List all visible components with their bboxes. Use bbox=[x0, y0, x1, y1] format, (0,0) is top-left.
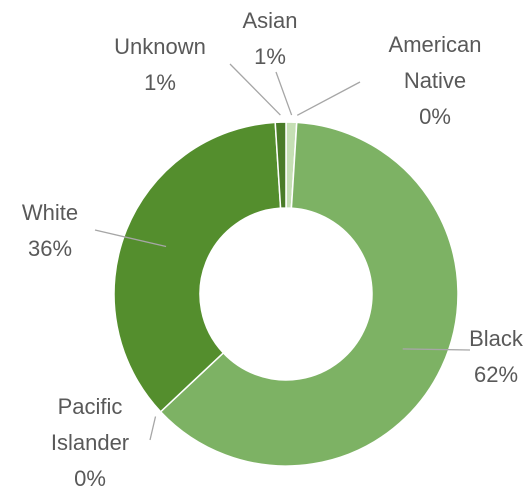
slice bbox=[113, 121, 282, 413]
slice-label: Black bbox=[469, 326, 524, 351]
slice bbox=[274, 121, 287, 209]
leader-line bbox=[149, 416, 157, 441]
value-label: 62% bbox=[474, 362, 518, 387]
leader-line bbox=[296, 81, 361, 116]
slice bbox=[159, 121, 459, 467]
slice-label: Unknown bbox=[114, 34, 206, 59]
leader-line bbox=[94, 229, 167, 248]
slice-label: Pacific Islander bbox=[51, 394, 129, 455]
value-label: 0% bbox=[419, 104, 451, 129]
leader-line bbox=[229, 63, 281, 116]
leader-line bbox=[402, 348, 471, 351]
value-label: 1% bbox=[254, 44, 286, 69]
value-label: 36% bbox=[28, 236, 72, 261]
slice-label: American Native bbox=[389, 32, 482, 93]
label-line: American bbox=[389, 32, 482, 57]
leader-line bbox=[275, 71, 293, 116]
value-label: 0% bbox=[74, 466, 106, 488]
label-line: Islander bbox=[51, 430, 129, 455]
slice-label: Asian bbox=[242, 8, 297, 33]
value-label: 1% bbox=[144, 70, 176, 95]
slice-label: White bbox=[22, 200, 78, 225]
label-line: Native bbox=[404, 68, 466, 93]
label-line: Pacific bbox=[58, 394, 123, 419]
